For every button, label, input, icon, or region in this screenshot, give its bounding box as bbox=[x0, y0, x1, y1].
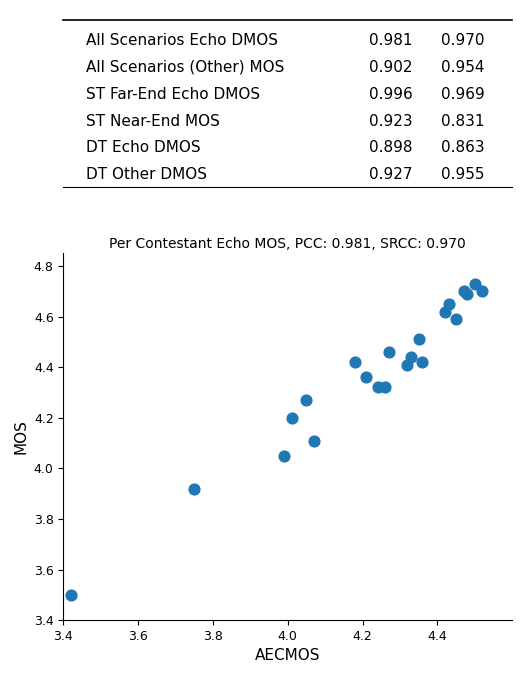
Point bbox=[190, 483, 199, 494]
Y-axis label: MOS: MOS bbox=[13, 419, 28, 454]
Point bbox=[373, 382, 382, 393]
Point bbox=[67, 589, 75, 600]
Text: 0.898: 0.898 bbox=[369, 140, 413, 156]
Text: 0.981: 0.981 bbox=[369, 33, 413, 48]
Point bbox=[414, 334, 423, 345]
Point bbox=[418, 357, 427, 367]
Point bbox=[280, 450, 288, 461]
Point bbox=[403, 359, 412, 370]
Text: 0.923: 0.923 bbox=[369, 113, 413, 129]
Title: Per Contestant Echo MOS, PCC: 0.981, SRCC: 0.970: Per Contestant Echo MOS, PCC: 0.981, SRC… bbox=[109, 237, 466, 251]
Point bbox=[463, 288, 472, 299]
Text: 0.969: 0.969 bbox=[441, 87, 485, 102]
Text: 0.863: 0.863 bbox=[441, 140, 485, 156]
Text: 0.955: 0.955 bbox=[441, 167, 485, 182]
Point bbox=[287, 412, 296, 423]
Point bbox=[470, 278, 479, 289]
Point bbox=[478, 286, 486, 297]
Point bbox=[384, 346, 393, 357]
Point bbox=[362, 372, 371, 383]
Point bbox=[351, 357, 359, 367]
Text: 0.927: 0.927 bbox=[369, 167, 413, 182]
Point bbox=[445, 299, 453, 309]
Text: DT Other DMOS: DT Other DMOS bbox=[86, 167, 207, 182]
Text: 0.902: 0.902 bbox=[369, 60, 413, 75]
Text: 0.831: 0.831 bbox=[441, 113, 485, 129]
Point bbox=[381, 382, 389, 393]
Point bbox=[440, 306, 449, 317]
Point bbox=[407, 352, 416, 363]
Point bbox=[302, 395, 310, 406]
X-axis label: AECMOS: AECMOS bbox=[255, 648, 320, 663]
Text: 0.954: 0.954 bbox=[441, 60, 485, 75]
Text: ST Far-End Echo DMOS: ST Far-End Echo DMOS bbox=[86, 87, 260, 102]
Text: 0.970: 0.970 bbox=[441, 33, 485, 48]
Point bbox=[452, 314, 460, 325]
Text: 0.996: 0.996 bbox=[369, 87, 413, 102]
Point bbox=[459, 286, 468, 297]
Text: All Scenarios Echo DMOS: All Scenarios Echo DMOS bbox=[86, 33, 278, 48]
Text: All Scenarios (Other) MOS: All Scenarios (Other) MOS bbox=[86, 60, 284, 75]
Text: DT Echo DMOS: DT Echo DMOS bbox=[86, 140, 201, 156]
Text: ST Near-End MOS: ST Near-End MOS bbox=[86, 113, 220, 129]
Point bbox=[310, 435, 318, 446]
